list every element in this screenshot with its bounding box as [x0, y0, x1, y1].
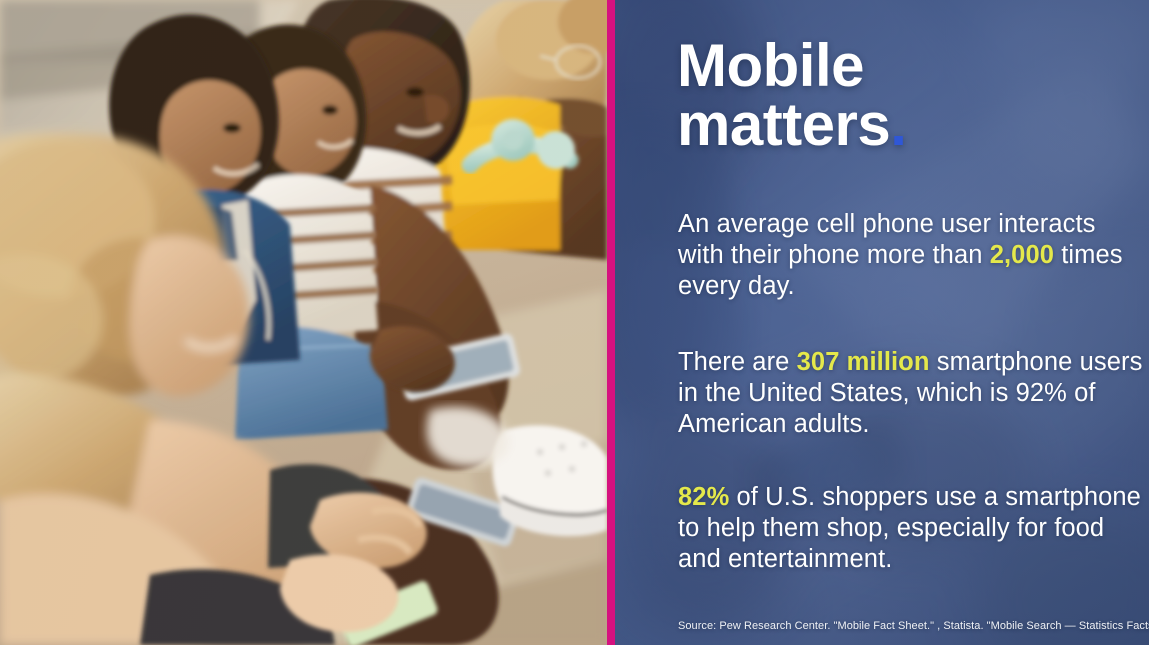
stat-paragraph-us-smartphone-users: There are 307 million smartphone users i…: [678, 347, 1148, 440]
title-line-1: Mobile: [677, 32, 865, 99]
stat-1-text-after: times every day.: [678, 240, 1123, 300]
stat-2-text-before: There are: [678, 348, 797, 376]
stat-1-text-before: An average cell phone user interacts wit…: [678, 210, 1096, 269]
stat-1-highlight: 2,000: [989, 240, 1055, 269]
title-line-2: matters.: [677, 94, 907, 155]
hero-photo-artwork: [0, 0, 607, 645]
stat-2-text-after: smartphone users in the United States, w…: [678, 348, 1143, 438]
stat-3-highlight: 82%: [678, 483, 730, 511]
page-title: Mobile matters.: [677, 36, 907, 155]
source-citation: Source: Pew Research Center. "Mobile Fac…: [678, 620, 1149, 632]
text-panel: Mobile matters. An average cell phone us…: [615, 0, 1149, 645]
stat-3-text-after: of U.S. shoppers use a smartphone to hel…: [678, 483, 1141, 573]
panel-blue-tint: [615, 0, 1149, 645]
panel-vignette: [615, 0, 1149, 645]
title-period: .: [890, 90, 907, 158]
magenta-divider: [607, 0, 615, 645]
stat-paragraph-shoppers-smartphone: 82% of U.S. shoppers use a smartphone to…: [678, 482, 1148, 575]
stat-2-highlight: 307 million: [796, 348, 930, 376]
title-line-2-text: matters: [677, 90, 891, 158]
hero-photo: [0, 0, 607, 645]
stat-paragraph-phone-interactions: An average cell phone user interacts wit…: [678, 209, 1148, 302]
panel-content: Mobile matters. An average cell phone us…: [677, 0, 1149, 645]
